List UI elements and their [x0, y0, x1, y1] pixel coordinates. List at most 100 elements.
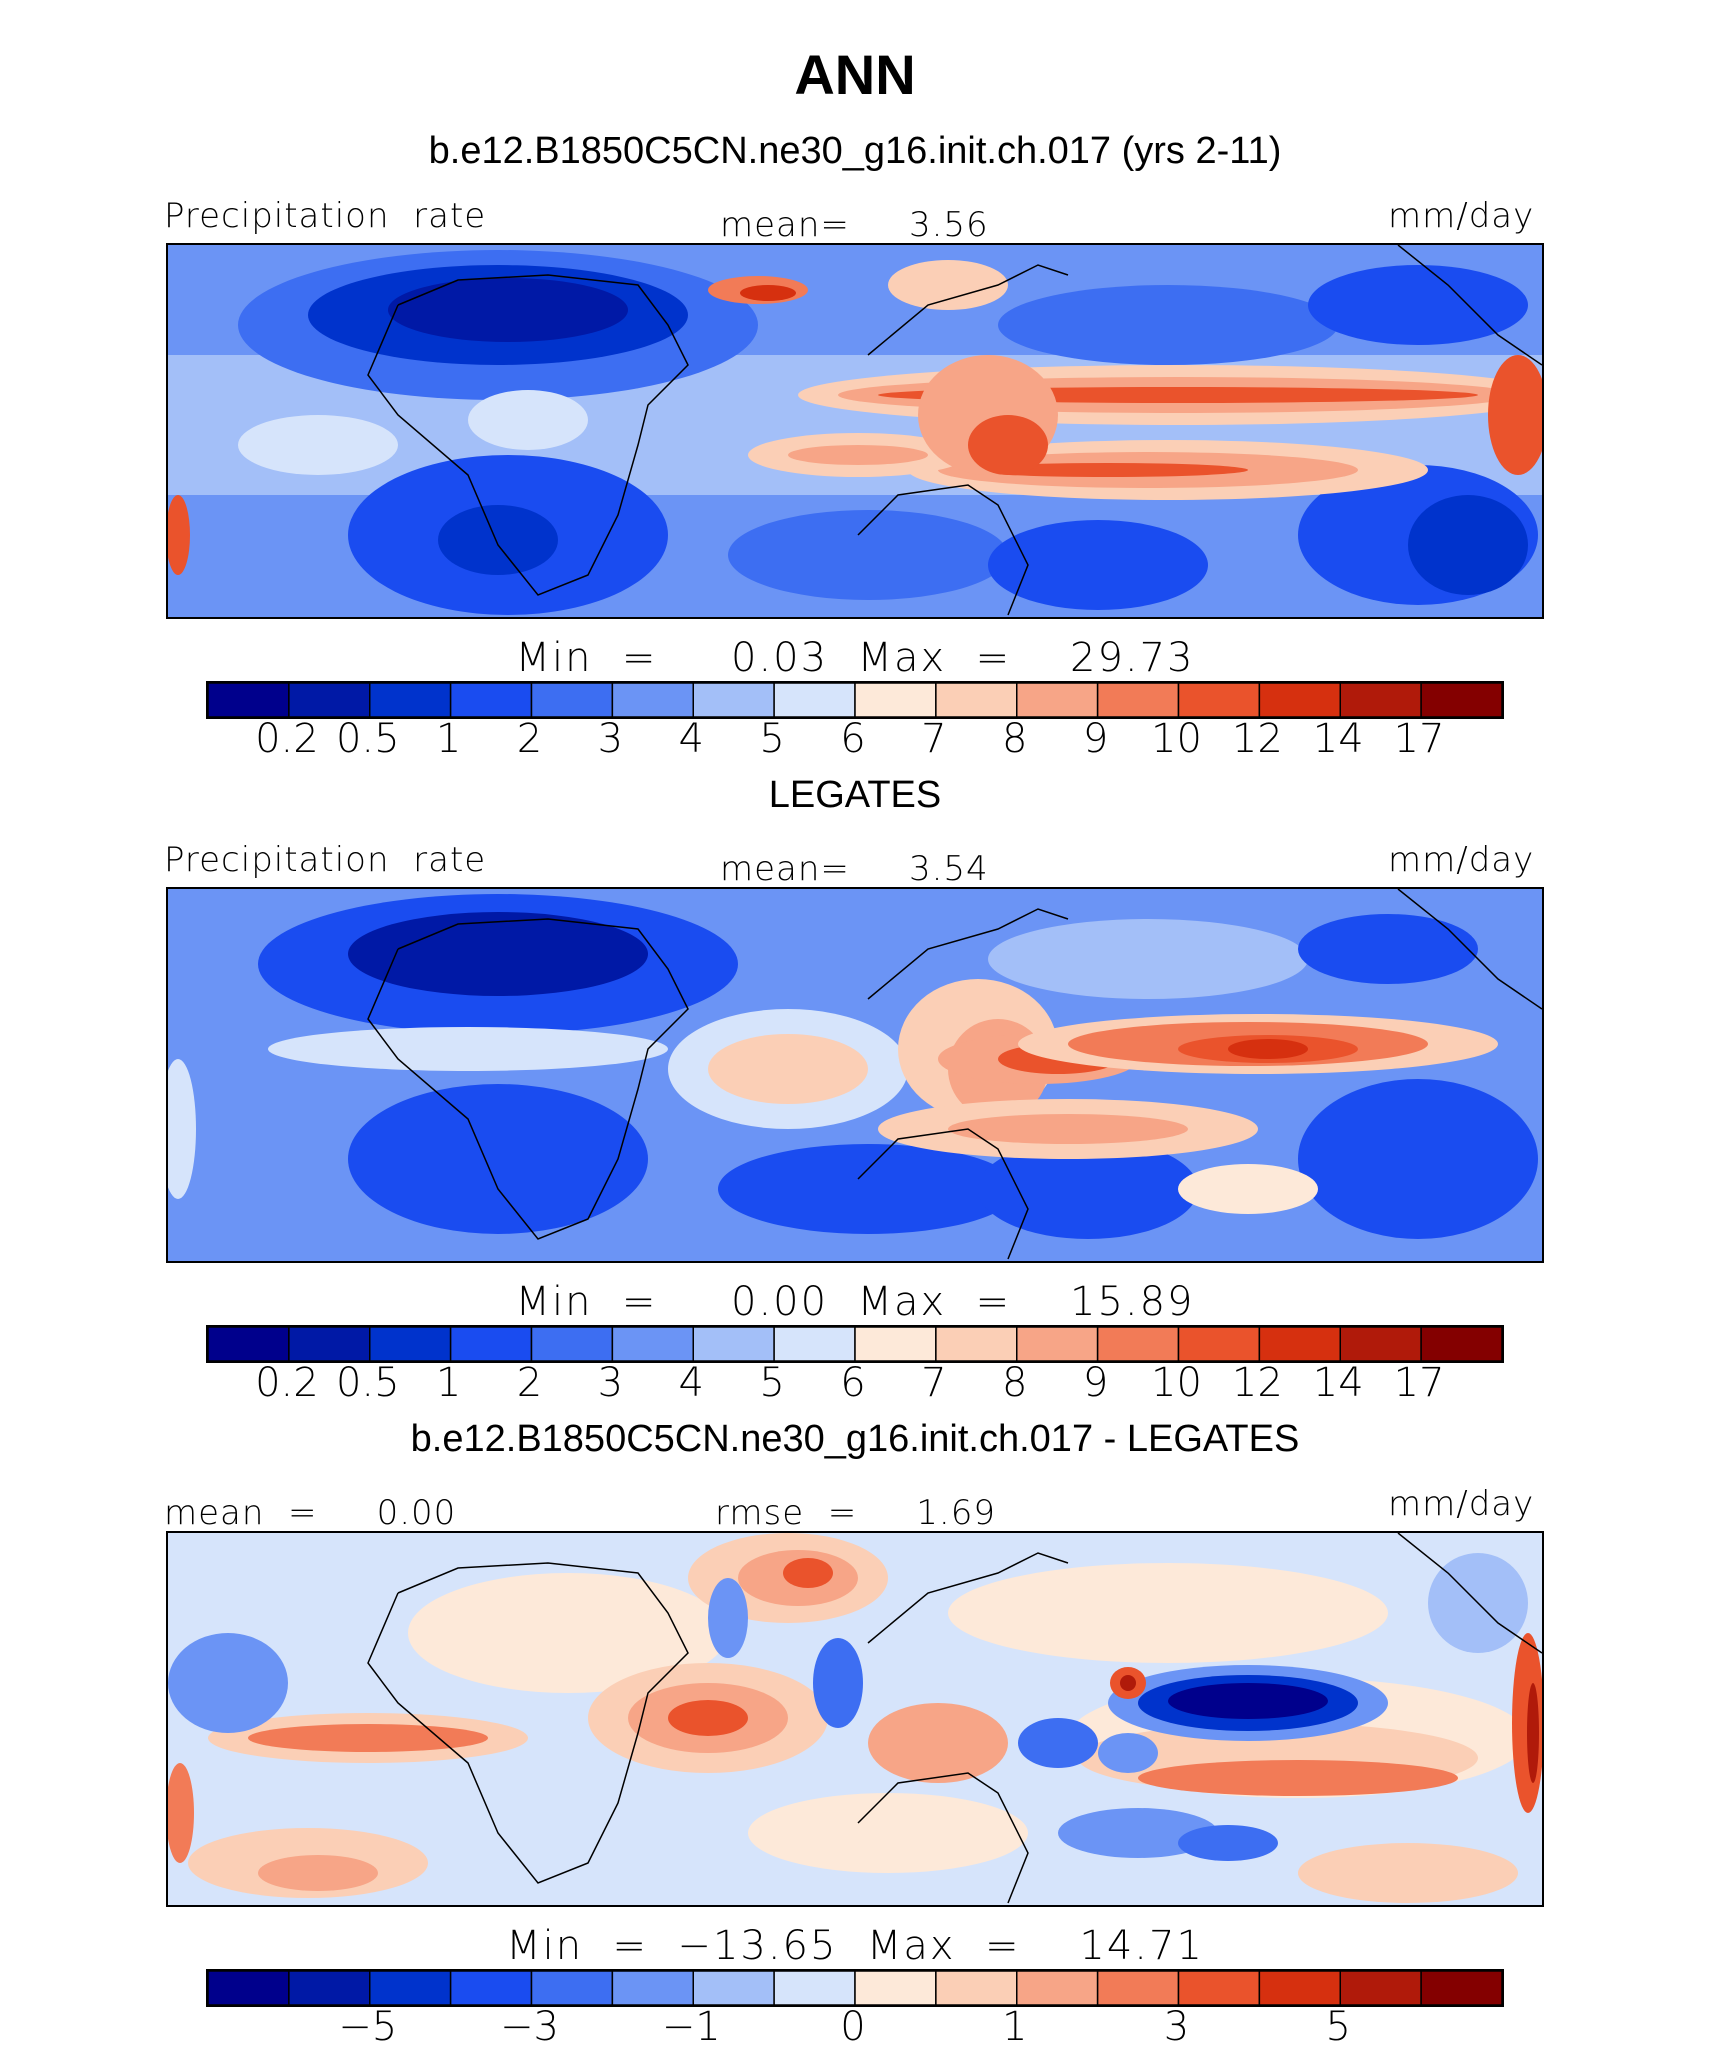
colorbar-tick-label: 9: [1082, 716, 1109, 762]
colorbar-box: [692, 1327, 775, 1361]
panel-1-title: b.e12.B1850C5CN.ne30_g16.init.ch.017 (yr…: [428, 130, 1282, 172]
colorbar-tick-label: 10: [1151, 716, 1202, 762]
colorbar-box: [369, 1327, 452, 1361]
colorbar-tick-label: 10: [1151, 1360, 1202, 1406]
colorbar-box: [1096, 1327, 1180, 1361]
colorbar-box: [449, 683, 533, 717]
colorbar-tick-label: −5: [338, 2004, 398, 2050]
colorbar-box: [288, 1971, 371, 2005]
colorbar-tick-label: 8: [1002, 1360, 1028, 1406]
panel-3-colorbar-ticks: −5 −3 −1 0 1 3 5: [206, 2004, 1504, 2052]
colorbar-box: [773, 1327, 856, 1361]
panel-2-title: LEGATES: [768, 774, 942, 816]
colorbar-box: [1258, 1327, 1341, 1361]
panel-3-mean-label: mean = 0.00: [164, 1493, 457, 1533]
colorbar-box: [935, 1327, 1018, 1361]
panel-2-colorbar-ticks: 0.2 0.5 1 2 3 4 5 6 7 8 9 10 12 14 17: [206, 1360, 1504, 1408]
colorbar-box: [530, 1971, 614, 2005]
colorbar-tick-label: 5: [1325, 2004, 1351, 2050]
colorbar-box: [1258, 1971, 1341, 2005]
colorbar-tick-label: 3: [597, 716, 624, 762]
colorbar-box: [449, 1971, 533, 2005]
panel-3-title: b.e12.B1850C5CN.ne30_g16.init.ch.017 - L…: [410, 1418, 1300, 1460]
panel-3-min-max: Min = −13.65 Max = 14.71: [506, 1923, 1204, 1969]
colorbar-box: [611, 1971, 694, 2005]
colorbar-tick-label: 6: [840, 716, 866, 762]
colorbar-tick-label: 14: [1312, 1360, 1364, 1406]
colorbar-tick-label: 7: [921, 716, 947, 762]
colorbar-tick-label: 5: [759, 716, 785, 762]
colorbar-tick-label: 0.2: [255, 1360, 319, 1406]
colorbar-box: [692, 1971, 775, 2005]
colorbar-box: [208, 1327, 290, 1361]
colorbar-tick-label: 17: [1393, 716, 1445, 762]
colorbar-tick-label: 3: [597, 1360, 624, 1406]
colorbar-box: [854, 1971, 937, 2005]
colorbar-tick-label: 4: [678, 1360, 704, 1406]
panel-2-colorbar: [206, 1325, 1504, 1363]
colorbar-tick-label: 0.5: [335, 1360, 400, 1406]
colorbar-tick-label: 1: [1002, 2004, 1028, 2050]
colorbar-tick-label: 0.2: [255, 716, 319, 762]
panel-2-min-max: Min = 0.00 Max = 15.89: [515, 1279, 1195, 1325]
panel-1-mean-label: mean= 3.56: [720, 205, 989, 245]
panel-3-colorbar: [206, 1969, 1504, 2007]
colorbar-box: [1339, 683, 1422, 717]
colorbar-tick-label: 5: [759, 1360, 785, 1406]
colorbar-tick-label: 1: [435, 716, 462, 762]
panel-3-units-label: mm/day: [1388, 1484, 1535, 1524]
colorbar-tick-label: 7: [921, 1360, 947, 1406]
panel-1-colorbar: [206, 681, 1504, 719]
colorbar-box: [208, 683, 290, 717]
figure-title: ANN: [794, 43, 916, 106]
colorbar-tick-label: 3: [1163, 2004, 1190, 2050]
colorbar-box: [1096, 683, 1180, 717]
colorbar-tick-label: 1: [435, 1360, 462, 1406]
colorbar-tick-label: −3: [500, 2004, 559, 2050]
panel-3-rmse-label: rmse = 1.69: [715, 1493, 996, 1533]
panel-1-colorbar-ticks: 0.2 0.5 1 2 3 4 5 6 7 8 9 10 12 14 17: [206, 716, 1504, 764]
colorbar-tick-label: 2: [516, 1360, 543, 1406]
colorbar-box: [1420, 1971, 1502, 2005]
colorbar-box: [1016, 683, 1099, 717]
colorbar-box: [935, 1971, 1018, 2005]
panel-2-map: [166, 887, 1544, 1263]
colorbar-tick-label: 4: [678, 716, 704, 762]
colorbar-tick-label: 8: [1002, 716, 1028, 762]
colorbar-tick-label: 6: [840, 1360, 866, 1406]
colorbar-tick-label: 17: [1393, 1360, 1445, 1406]
colorbar-box: [1096, 1971, 1180, 2005]
colorbar-box: [1420, 683, 1502, 717]
panel-2-variable-label: Precipitation rate: [164, 840, 487, 880]
colorbar-box: [369, 683, 452, 717]
colorbar-box: [1177, 1327, 1261, 1361]
panel-1-min-max: Min = 0.03 Max = 29.73: [515, 635, 1195, 681]
colorbar-box: [449, 1327, 533, 1361]
colorbar-box: [530, 683, 614, 717]
colorbar-box: [854, 1327, 937, 1361]
panel-2-mean-label: mean= 3.54: [720, 849, 989, 889]
colorbar-tick-label: 12: [1231, 1360, 1283, 1406]
colorbar-box: [530, 1327, 614, 1361]
colorbar-tick-label: 0: [840, 2004, 866, 2050]
colorbar-box: [1420, 1327, 1502, 1361]
colorbar-tick-label: 2: [516, 716, 543, 762]
panel-3-map: [166, 1531, 1544, 1907]
colorbar-box: [773, 683, 856, 717]
panel-1-map: [166, 243, 1544, 619]
colorbar-box: [935, 683, 1018, 717]
colorbar-box: [1177, 1971, 1261, 2005]
panel-2-units-label: mm/day: [1388, 840, 1535, 880]
colorbar-box: [854, 683, 937, 717]
colorbar-box: [208, 1971, 290, 2005]
colorbar-box: [1177, 683, 1261, 717]
colorbar-box: [692, 683, 775, 717]
colorbar-box: [611, 1327, 694, 1361]
colorbar-box: [288, 683, 371, 717]
colorbar-box: [1339, 1327, 1422, 1361]
colorbar-tick-label: 9: [1082, 1360, 1109, 1406]
colorbar-box: [288, 1327, 371, 1361]
colorbar-tick-label: 14: [1312, 716, 1364, 762]
colorbar-box: [1339, 1971, 1422, 2005]
colorbar-tick-label: 0.5: [335, 716, 400, 762]
